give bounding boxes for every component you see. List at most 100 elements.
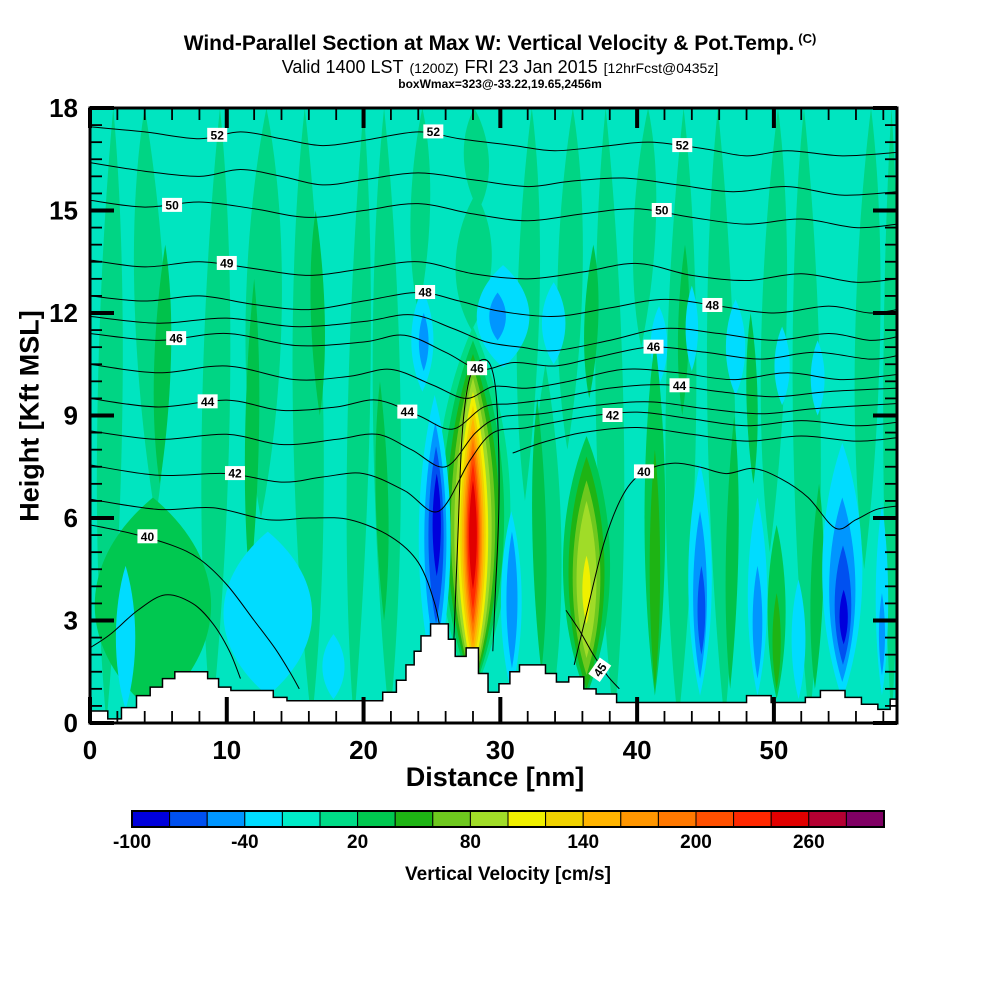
x-tick-label: 0	[83, 735, 97, 765]
y-tick-label: 3	[64, 606, 78, 636]
svg-text:44: 44	[401, 405, 415, 419]
colorbar-tick-label: 140	[567, 832, 599, 853]
theta-contour-43	[90, 401, 897, 468]
plot-fill-layer: 52 52 52 50 50 49 48 48 46 46 46 44 44 44 42 42 40 40 45	[90, 108, 897, 723]
y-axis-label: Height [Kft MSL]	[14, 310, 45, 522]
y-tick-label: 6	[64, 503, 78, 533]
forecast-tag: [12hrFcst@0435z]	[603, 60, 719, 76]
contour-label-46: 46	[467, 361, 488, 376]
contour-label-52: 52	[207, 127, 228, 142]
theta-contour-41	[90, 498, 444, 645]
contour-label-44: 44	[669, 378, 690, 393]
colorbar-border	[131, 810, 885, 828]
valley-cyan-shell	[223, 531, 313, 696]
x-tick-label: 10	[212, 735, 241, 765]
colorbar-tick-label: 20	[347, 832, 368, 853]
chart-title: Wind-Parallel Section at Max W: Vertical…	[0, 31, 1000, 56]
contour-label-48: 48	[415, 285, 436, 300]
contour-label-42: 42	[602, 408, 623, 423]
tick-label-layer: 0 10 20 30 40 50 0 3 6 9 12 15 18	[49, 93, 788, 765]
svg-text:40: 40	[141, 530, 155, 544]
chart-title-units: (C)	[798, 31, 817, 46]
svg-text:52: 52	[211, 128, 225, 142]
contour-label-44: 44	[197, 394, 218, 409]
svg-text:52: 52	[676, 139, 690, 153]
velocity-streak	[584, 244, 599, 399]
colorbar-segment	[545, 810, 584, 828]
x-tick-label: 40	[623, 735, 652, 765]
colorbar-segment	[507, 810, 547, 828]
velocity-streak	[532, 398, 547, 672]
x-axis-label: Distance [nm]	[405, 762, 585, 792]
contour-label-52: 52	[423, 124, 444, 139]
colorbar-segment	[469, 810, 509, 828]
colorbar-segment	[733, 810, 772, 828]
velocity-streak	[632, 108, 657, 348]
colorbar-segment	[620, 810, 659, 828]
svg-text:44: 44	[673, 379, 687, 393]
velocity-streak	[244, 278, 260, 587]
colorbar-segment	[394, 810, 434, 828]
left-downdraft-shell	[432, 473, 441, 577]
svg-text:52: 52	[427, 125, 441, 139]
green-column-50-shell	[772, 593, 781, 689]
wave-trough-cyan-shell	[489, 292, 506, 341]
velocity-streak	[375, 381, 389, 621]
x-tick-label: 20	[349, 735, 378, 765]
svg-text:46: 46	[470, 362, 484, 376]
theta-contour-42	[90, 411, 897, 513]
colorbar-segment	[169, 810, 208, 828]
contour-label-46: 46	[643, 339, 664, 354]
plot-border	[88, 106, 899, 725]
contour-label-40: 40	[633, 464, 654, 479]
svg-text:46: 46	[169, 332, 183, 346]
svg-text:40: 40	[637, 465, 651, 479]
theta-contour-45	[90, 363, 897, 399]
upper-right-cyans-shell	[810, 340, 825, 416]
left-edge-cyan-shell	[115, 565, 136, 710]
colorbar-segment	[244, 810, 283, 828]
velocity-streak	[854, 108, 881, 570]
theta-contour-45	[565, 609, 620, 690]
chart-subtitle: Valid 1400 LST (1200Z) FRI 23 Jan 2015 [12h…	[0, 57, 1000, 78]
colorbar-segment	[770, 810, 810, 828]
velocity-streak	[463, 108, 490, 211]
colorbar-segment	[131, 810, 171, 828]
downdraft-49-shell	[752, 565, 763, 679]
velocity-streak	[153, 244, 172, 484]
colorbar-segment	[319, 810, 359, 828]
velocity-streak	[310, 210, 325, 416]
colorbar-segment	[206, 810, 246, 828]
x-tick-label: 50	[759, 735, 788, 765]
axes-layer	[88, 106, 899, 725]
theta-contour-47	[90, 314, 897, 352]
y-tick-label: 0	[64, 708, 78, 738]
colorbar-segment	[582, 810, 622, 828]
contour-label-44: 44	[397, 404, 418, 419]
svg-text:50: 50	[165, 198, 179, 212]
wmax-annotation: boxWmax=323@-33.22,19.65,2456m	[398, 77, 602, 91]
colorbar-tick-label: 80	[460, 832, 481, 853]
theta-contour-52	[90, 126, 897, 157]
y-tick-label: 12	[49, 298, 78, 328]
svg-text:44: 44	[201, 395, 215, 409]
contour-label-40: 40	[137, 529, 158, 544]
theta-contour-41	[512, 426, 897, 454]
big-downdraft-55-shell	[839, 589, 848, 645]
y-tick-label: 18	[49, 93, 78, 123]
theta-contour-50	[90, 199, 897, 229]
contour-label-46: 46	[166, 331, 187, 346]
velocity-streak	[810, 483, 824, 689]
svg-text:46: 46	[647, 340, 661, 354]
contour-label-48: 48	[702, 297, 723, 312]
valid-date: FRI 23 Jan 2015	[464, 57, 598, 77]
contour-label-52: 52	[672, 138, 693, 153]
theta-contour-41	[453, 358, 500, 652]
contour-label-49: 49	[216, 255, 237, 270]
colorbar: -100 -40 20 80 140 200 260	[113, 810, 885, 853]
cyan-52-shell	[791, 579, 806, 700]
svg-text:49: 49	[220, 256, 234, 270]
colorbar-segment	[657, 810, 697, 828]
terrain-profile	[90, 623, 897, 723]
colorbar-segment	[695, 810, 735, 828]
